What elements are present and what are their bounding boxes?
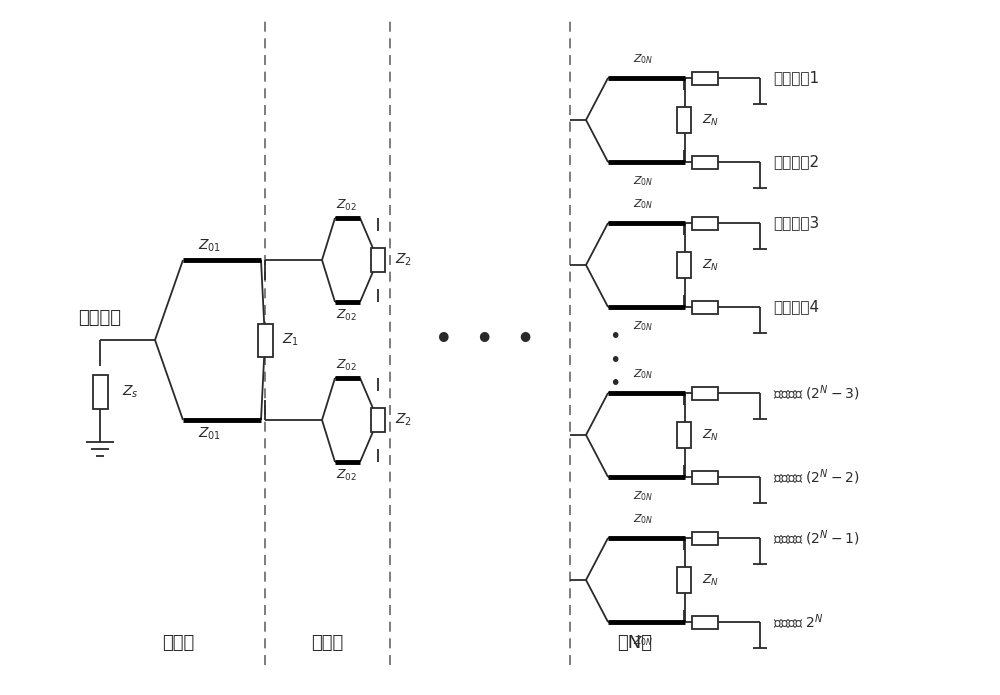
Bar (692, 217, 718, 229)
Text: 输出端口 $(2^{N}-2)$: 输出端口 $(2^{N}-2)$ (773, 467, 860, 486)
Text: $Z_N$: $Z_N$ (702, 257, 719, 272)
Text: $Z_s$: $Z_s$ (122, 384, 139, 400)
Text: 输出端口2: 输出端口2 (773, 154, 819, 170)
Text: $Z_1$: $Z_1$ (282, 332, 299, 348)
Text: $Z_{01}$: $Z_{01}$ (198, 426, 222, 442)
Text: $Z_{02}$: $Z_{02}$ (336, 307, 358, 322)
Bar (692, 532, 718, 544)
Bar (258, 323, 273, 357)
Text: $Z_{0N}$: $Z_{0N}$ (633, 489, 653, 502)
Text: $Z_{01}$: $Z_{01}$ (198, 238, 222, 254)
Text: $Z_{0N}$: $Z_{0N}$ (633, 197, 653, 211)
Text: 输出端口1: 输出端口1 (773, 70, 819, 85)
Text: 输入端口: 输入端口 (79, 309, 122, 327)
Bar (371, 408, 385, 432)
Bar (692, 616, 718, 628)
Text: •  •  •: • • • (434, 323, 536, 357)
Bar (692, 471, 718, 484)
Text: $Z_N$: $Z_N$ (702, 573, 719, 587)
Text: $Z_{0N}$: $Z_{0N}$ (633, 512, 653, 526)
Text: $Z_{0N}$: $Z_{0N}$ (633, 367, 653, 381)
Text: $Z_{02}$: $Z_{02}$ (336, 197, 358, 213)
Bar (677, 252, 691, 278)
Text: $Z_2$: $Z_2$ (395, 412, 412, 428)
Bar (371, 248, 385, 272)
Bar (677, 107, 691, 133)
Text: $Z_{0N}$: $Z_{0N}$ (633, 52, 653, 66)
Text: $Z_2$: $Z_2$ (395, 252, 412, 268)
Bar (692, 300, 718, 313)
Text: $Z_N$: $Z_N$ (702, 113, 719, 128)
Text: 第一级: 第一级 (162, 634, 194, 652)
Text: 输出端口4: 输出端口4 (773, 300, 819, 315)
Text: $Z_{0N}$: $Z_{0N}$ (633, 319, 653, 333)
Text: •
•
•: • • • (609, 327, 621, 393)
Text: 第N级: 第N级 (617, 634, 652, 652)
Bar (677, 567, 691, 593)
Text: 输出端口 $(2^{N}-1)$: 输出端口 $(2^{N}-1)$ (773, 528, 860, 548)
Bar (692, 72, 718, 85)
Text: $Z_{02}$: $Z_{02}$ (336, 468, 358, 482)
Bar (93, 375, 108, 409)
Text: $Z_{02}$: $Z_{02}$ (336, 357, 358, 373)
Bar (677, 422, 691, 448)
Text: 输出端口 $(2^{N}-3)$: 输出端口 $(2^{N}-3)$ (773, 383, 860, 403)
Text: $Z_{0N}$: $Z_{0N}$ (633, 174, 653, 188)
Text: 第二级: 第二级 (311, 634, 343, 652)
Text: $Z_N$: $Z_N$ (702, 427, 719, 443)
Bar (692, 386, 718, 400)
Text: 输出端口3: 输出端口3 (773, 215, 819, 231)
Bar (692, 156, 718, 168)
Text: 输出端口 $2^{N}$: 输出端口 $2^{N}$ (773, 612, 823, 632)
Text: $Z_{0N}$: $Z_{0N}$ (633, 634, 653, 648)
